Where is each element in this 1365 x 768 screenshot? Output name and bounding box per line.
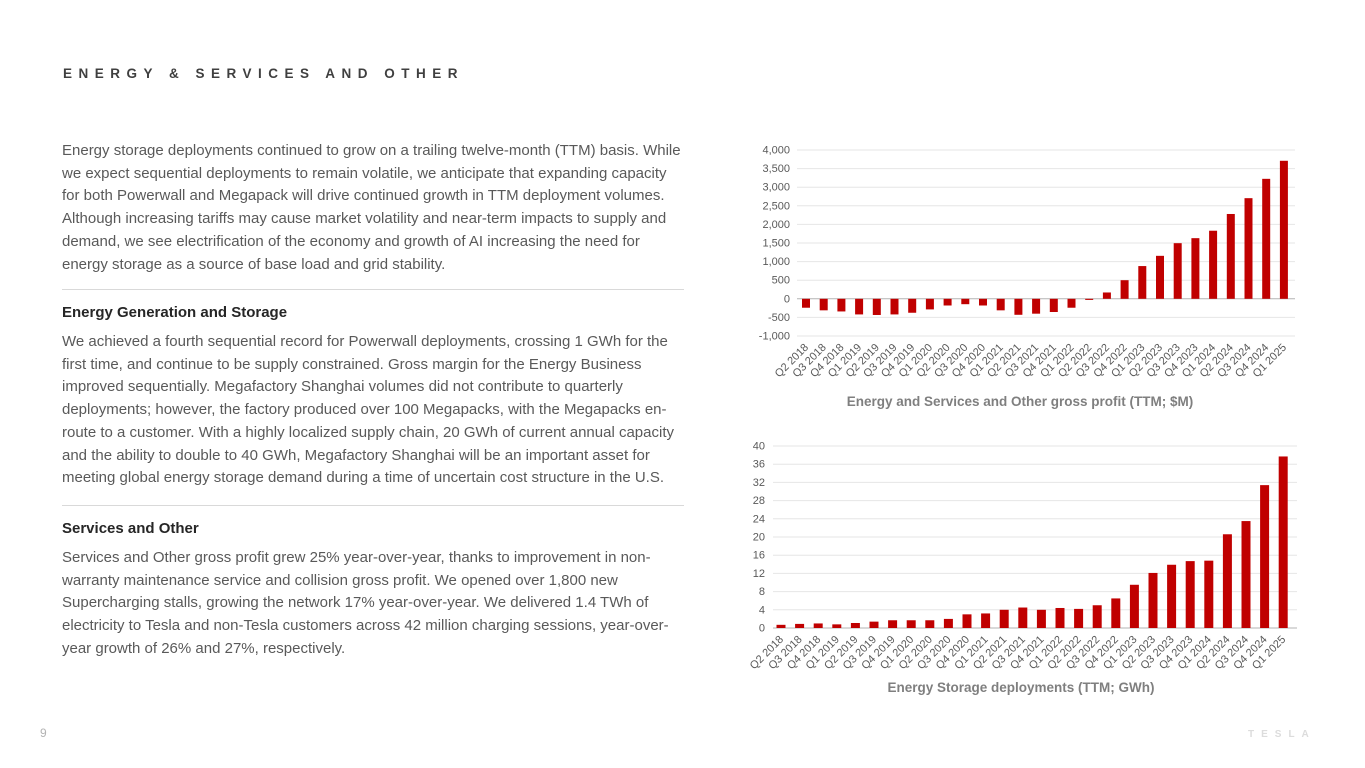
- bar-Q1-2021: [996, 298, 1005, 311]
- bar-Q1-2024: [1209, 230, 1218, 299]
- bar-Q4-2018: [813, 623, 823, 628]
- svg-text:3,000: 3,000: [762, 182, 790, 194]
- bar-Q3-2022: [1092, 605, 1102, 628]
- intro-paragraph: Energy storage deployments continued to …: [62, 142, 681, 273]
- bar-Q3-2021: [1018, 607, 1028, 628]
- section-heading-energy-generation: Energy Generation and Storage: [62, 304, 288, 321]
- bar-Q1-2025: [1278, 456, 1288, 628]
- chart-title: Energy and Services and Other gross prof…: [847, 394, 1194, 409]
- bar-Q2-2024: [1226, 213, 1235, 299]
- svg-text:4: 4: [759, 604, 765, 616]
- svg-text:4,000: 4,000: [762, 145, 790, 157]
- bar-Q4-2019: [908, 298, 917, 313]
- svg-text:24: 24: [753, 513, 765, 525]
- bar-Q3-2023: [1167, 564, 1177, 628]
- bar-Q1-2022: [1067, 298, 1076, 308]
- bar-Q4-2023: [1191, 238, 1200, 299]
- bar-Q4-2024: [1260, 485, 1270, 628]
- bar-Q4-2021: [1036, 609, 1046, 628]
- svg-text:500: 500: [772, 275, 790, 287]
- bar-Q3-2023: [1173, 243, 1182, 299]
- bar-Q2-2019: [872, 298, 881, 315]
- bar-Q4-2022: [1120, 280, 1129, 299]
- bar-Q1-2025: [1279, 160, 1288, 299]
- bar-Q1-2023: [1138, 266, 1147, 299]
- svg-text:36: 36: [753, 459, 765, 471]
- bar-Q2-2022: [1085, 298, 1094, 300]
- bar-Q2-2020: [943, 298, 952, 306]
- bar-Q2-2021: [1014, 298, 1023, 315]
- section-heading-services-other: Services and Other: [62, 520, 199, 537]
- svg-text:-1,000: -1,000: [759, 331, 790, 343]
- bar-Q4-2021: [1049, 298, 1058, 313]
- svg-text:1,000: 1,000: [762, 256, 790, 268]
- bar-Q3-2018: [819, 298, 828, 311]
- bar-Q3-2024: [1241, 521, 1251, 628]
- gross-profit-bar-chart: -1,000 -500 0 500 1,000 1,500 2,000 2,500 3,000 3…: [759, 145, 1295, 409]
- bar-Q1-2022: [1055, 607, 1065, 628]
- bar-Q2-2018: [776, 624, 786, 628]
- bar-Q1-2020: [906, 620, 916, 628]
- page-number: 9: [40, 726, 47, 740]
- bar-Q3-2018: [795, 623, 805, 628]
- bar-Q1-2024: [1204, 560, 1214, 628]
- svg-text:32: 32: [753, 477, 765, 489]
- bar-Q1-2019: [832, 624, 842, 628]
- svg-text:2,500: 2,500: [762, 200, 790, 212]
- bar-Q1-2020: [925, 298, 934, 310]
- bar-Q4-2020: [979, 298, 987, 306]
- section-body-energy-generation: We achieved a fourth sequential record f…: [62, 333, 674, 487]
- bar-Q3-2024: [1244, 198, 1253, 299]
- chart-title: Energy Storage deployments (TTM; GWh): [887, 680, 1154, 695]
- svg-text:20: 20: [753, 532, 765, 544]
- bar-Q2-2018: [802, 298, 810, 308]
- bar-Q2-2023: [1148, 572, 1158, 628]
- page-title: ENERGY & SERVICES AND OTHER: [63, 66, 465, 81]
- svg-text:1,500: 1,500: [762, 238, 790, 250]
- bar-Q2-2019: [850, 622, 860, 628]
- tesla-wordmark: TESLA: [1248, 729, 1316, 740]
- svg-text:3,500: 3,500: [762, 163, 790, 175]
- bar-Q2-2020: [925, 620, 935, 628]
- bar-Q3-2019: [890, 298, 899, 315]
- bar-Q4-2022: [1111, 598, 1121, 628]
- bar-Q2-2024: [1222, 534, 1232, 628]
- section-divider: [62, 289, 684, 290]
- bar-Q3-2021: [1032, 298, 1041, 314]
- bar-Q3-2019: [869, 621, 879, 628]
- svg-text:16: 16: [753, 550, 765, 562]
- svg-text:-500: -500: [768, 312, 790, 324]
- bar-Q2-2022: [1074, 608, 1084, 628]
- bar-Q4-2024: [1262, 178, 1271, 299]
- bar-Q2-2021: [999, 609, 1009, 628]
- bar-Q2-2023: [1156, 255, 1164, 299]
- svg-text:8: 8: [759, 586, 765, 598]
- bar-Q4-2020: [962, 614, 972, 628]
- bar-Q3-2020: [943, 618, 953, 628]
- section-divider: [62, 505, 684, 506]
- svg-text:28: 28: [753, 495, 765, 507]
- bar-Q4-2018: [837, 298, 846, 312]
- svg-text:2,000: 2,000: [762, 219, 790, 231]
- bar-Q4-2019: [888, 620, 898, 628]
- bar-Q1-2019: [855, 298, 864, 315]
- svg-text:0: 0: [759, 623, 765, 635]
- bar-Q3-2020: [961, 298, 970, 305]
- bar-Q1-2021: [981, 613, 991, 628]
- bar-Q3-2022: [1102, 292, 1111, 299]
- bar-Q4-2023: [1185, 561, 1195, 628]
- svg-text:0: 0: [784, 293, 790, 305]
- svg-text:12: 12: [753, 568, 765, 580]
- bar-Q1-2023: [1129, 584, 1139, 628]
- svg-text:40: 40: [753, 441, 765, 453]
- section-body-services-other: Services and Other gross profit grew 25%…: [62, 549, 669, 657]
